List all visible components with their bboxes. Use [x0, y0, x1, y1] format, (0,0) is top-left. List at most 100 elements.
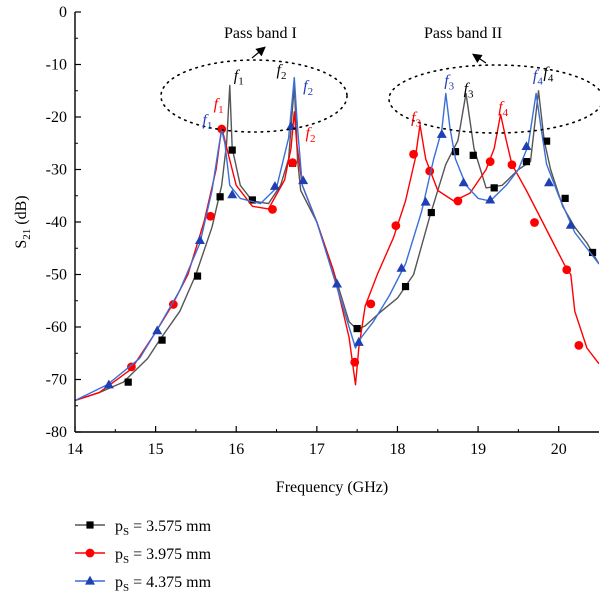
legend-label-sub: S	[123, 582, 129, 594]
series-1-point	[228, 146, 236, 154]
y-axis-title: S21 (dB)	[13, 195, 33, 248]
frequency-label-sub: 3	[416, 117, 422, 129]
series-1-point	[158, 336, 166, 344]
frequency-label-f1: f1	[214, 96, 224, 116]
frequency-label-sub: 1	[238, 75, 244, 87]
pass-band-2-ellipse	[388, 64, 600, 134]
series-3-point	[485, 194, 496, 204]
axes: 14 15 16 17 18 19 200-10-20-30-40-50-60-70-80F…	[13, 4, 599, 496]
y-tick-label: -60	[46, 319, 67, 336]
y-tick-label: -80	[46, 424, 67, 441]
series-2-point	[507, 160, 517, 170]
frequency-label-sub: 1	[207, 120, 213, 132]
series-3-point	[152, 325, 163, 335]
frequency-label-sub: 3	[449, 81, 455, 93]
series-2-point	[485, 157, 495, 167]
series-1-point	[401, 282, 410, 291]
series-1-point	[543, 137, 551, 145]
frequency-label-sub: 4	[537, 75, 543, 87]
series-3-point	[458, 177, 469, 187]
frequency-label-base: f	[202, 112, 209, 129]
x-tick-label: 17	[309, 441, 325, 458]
series-3-point	[103, 379, 114, 389]
frequency-label-base: f	[543, 65, 550, 82]
legend-item-1: pS = 3.575 mm	[75, 518, 212, 538]
frequency-label-sub: 3	[468, 88, 474, 100]
legend-label: pS = 4.375 mm	[115, 574, 212, 594]
frequency-label-f2: f2	[303, 78, 313, 98]
frequency-label-base: f	[444, 73, 451, 90]
series-3-point	[396, 263, 407, 272]
plot-area	[75, 76, 599, 402]
y-axis-title-unit: (dB)	[13, 195, 30, 228]
x-tick-label: 19	[470, 441, 486, 458]
frequency-label-f3: f3	[444, 73, 454, 93]
series-1-point	[561, 194, 569, 202]
legend-label: pS = 3.575 mm	[115, 518, 212, 538]
series-1-point	[193, 272, 202, 280]
y-axis-title-main: S	[13, 240, 30, 249]
frequency-label-f4: f4	[498, 99, 508, 119]
x-tick-label: 15	[148, 441, 164, 458]
legend-item-2: pS = 3.975 mm	[75, 546, 212, 566]
legend-label-rest: = 3.975 mm	[129, 546, 211, 563]
series-3-point	[269, 181, 280, 190]
y-tick-label: -40	[46, 214, 67, 231]
series-3-point	[194, 235, 205, 244]
series-2-point	[574, 340, 584, 350]
frequency-label-base: f	[498, 99, 505, 116]
x-tick-label: 20	[551, 441, 567, 458]
frequency-label-f3: f3	[464, 80, 474, 100]
series-1-point	[216, 193, 224, 201]
legend-label-sub: S	[123, 526, 129, 538]
series-2-point	[409, 149, 418, 159]
y-axis-title-sub: 21	[21, 229, 33, 240]
series-2-point	[453, 196, 463, 206]
legend-label-main: p	[115, 518, 123, 535]
y-tick-label: -30	[46, 162, 67, 179]
series-3-point	[420, 196, 431, 206]
series-1-point	[248, 196, 256, 204]
legend-label-main: p	[115, 546, 123, 563]
series-3-point	[436, 129, 447, 138]
frequency-label-sub: 2	[308, 86, 314, 98]
series-2-point	[530, 218, 539, 227]
frequency-label-f1: f1	[202, 112, 212, 132]
pass-band-1-ellipse	[160, 59, 348, 133]
frequency-label-sub: 2	[281, 70, 287, 82]
x-tick-label: 14	[67, 441, 83, 458]
legend-swatch-marker	[86, 521, 94, 529]
frequency-label-f2: f2	[277, 62, 287, 82]
series-3-point	[521, 141, 532, 150]
series-1-point	[353, 324, 361, 333]
y-tick-label: -10	[46, 57, 67, 74]
series-2-point	[268, 205, 277, 214]
series-1-point	[469, 151, 477, 159]
series-1-point	[124, 378, 132, 386]
frequency-label-base: f	[411, 109, 418, 126]
frequency-label-base: f	[464, 80, 471, 97]
y-tick-label: -20	[46, 109, 67, 126]
series-1-point	[427, 208, 435, 217]
series-2-point	[288, 158, 298, 168]
frequency-label-base: f	[214, 96, 221, 113]
frequency-label-base: f	[306, 125, 313, 142]
pass-band-1-label: Pass band I	[224, 25, 297, 42]
legend-label-main: p	[115, 574, 123, 591]
frequency-label-base: f	[234, 67, 241, 84]
series-2-point	[217, 124, 227, 134]
series-3-point	[565, 219, 576, 229]
legend-label-rest: = 4.375 mm	[129, 574, 211, 591]
frequency-label-f1: f1	[234, 67, 244, 87]
series-2-point	[391, 221, 401, 231]
frequency-label-f2: f2	[306, 125, 316, 145]
series-2-point	[562, 265, 572, 275]
pass-band-2-label: Pass band II	[424, 25, 502, 42]
series-3-point	[332, 278, 342, 288]
series-2	[75, 111, 599, 402]
series-2-point	[206, 211, 215, 221]
pass-band-2-arrow	[472, 53, 487, 64]
series-1-point	[490, 184, 498, 192]
